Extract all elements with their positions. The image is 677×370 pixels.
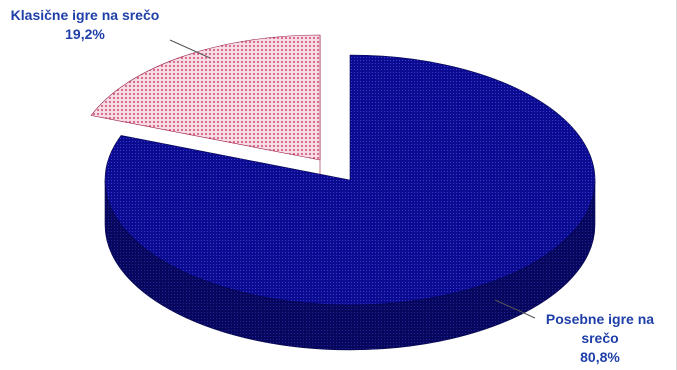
leader-lines <box>169 39 536 319</box>
leader-line-posebne <box>494 299 536 319</box>
slice-label-posebne-name-line2: srečo <box>581 330 619 346</box>
pie-slice-0 <box>104 54 596 351</box>
slice-label-klasicne: Klasične igre na srečo 19,2% <box>0 6 170 44</box>
slice-label-posebne-name-line1: Posebne igre na <box>545 311 655 327</box>
slice-label-posebne: Posebne igre na srečo 80,8% <box>536 310 664 367</box>
leader-line-klasicne <box>169 39 211 59</box>
pie-slice-top-1 <box>90 34 321 161</box>
slice-label-posebne-value: 80,8% <box>580 349 620 365</box>
slice-label-klasicne-name: Klasične igre na srečo <box>10 7 160 23</box>
pie-slice-top-0 <box>104 54 596 306</box>
slice-label-klasicne-value: 19,2% <box>65 26 105 42</box>
pie-slices <box>90 34 596 351</box>
